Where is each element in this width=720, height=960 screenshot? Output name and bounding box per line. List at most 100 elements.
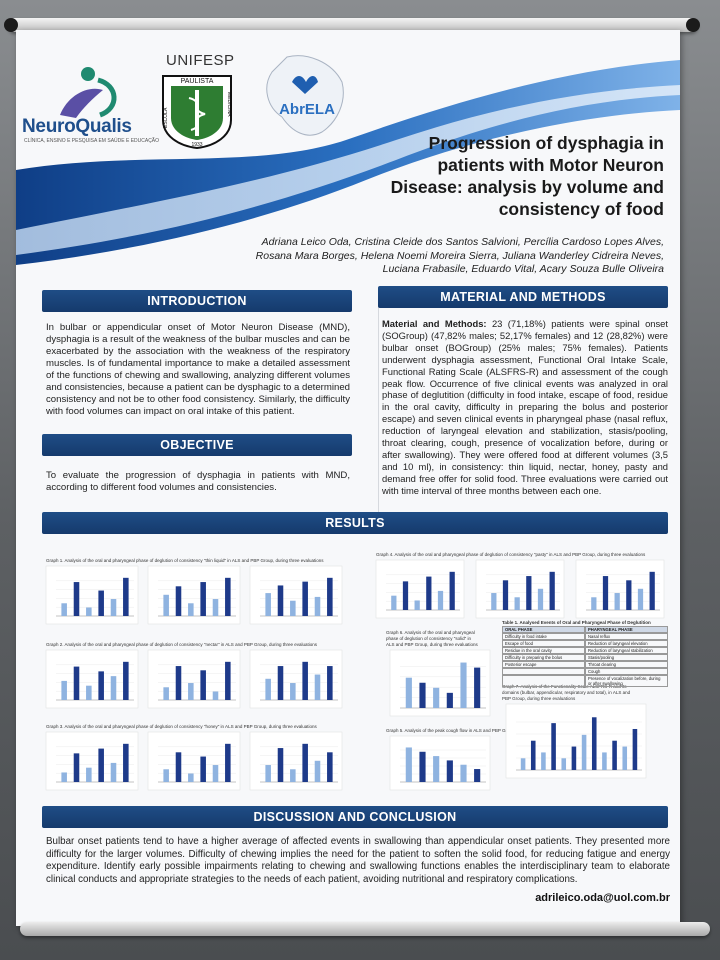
graph-bar bbox=[290, 769, 296, 782]
graph-frame bbox=[147, 649, 241, 709]
table-row: Residue in the oral cavity Reduction of l… bbox=[502, 647, 668, 654]
graph-bar bbox=[265, 678, 271, 700]
abrela-logo-icon: AbrELA bbox=[266, 55, 344, 136]
graph-bar bbox=[110, 762, 117, 782]
graph-bar bbox=[649, 571, 655, 610]
title-line: Progression of dysphagia in bbox=[428, 133, 664, 153]
graph-frame bbox=[45, 649, 139, 709]
graph-bar bbox=[98, 590, 104, 616]
graph-bar bbox=[200, 582, 206, 616]
graph-bar bbox=[571, 746, 577, 770]
graph-bar bbox=[73, 666, 80, 700]
graph6-caption-line: phase of deglution of consistency "solid… bbox=[386, 636, 471, 641]
graph-frame bbox=[249, 731, 343, 791]
graph-bar bbox=[175, 586, 182, 616]
graph-bar bbox=[433, 756, 440, 782]
graph-bar bbox=[561, 758, 567, 770]
column-divider bbox=[378, 292, 379, 512]
graph-bar bbox=[474, 769, 481, 782]
graph-frame bbox=[249, 649, 343, 709]
graph-frame bbox=[249, 565, 343, 625]
graph5-caption: Graph 5. Analysis of the peak cough flow… bbox=[386, 728, 566, 733]
methods-heading: MATERIAL AND METHODS bbox=[378, 286, 668, 308]
graph-bar bbox=[581, 734, 587, 770]
title-line: Disease: analysis by volume and bbox=[390, 177, 664, 197]
discussion-heading: DISCUSSION AND CONCLUSION bbox=[42, 806, 668, 828]
table-header-row: ORAL PHASE PHARYNGEAL PHASE bbox=[502, 626, 668, 633]
graph7-caption-line: domains (bulbar, appendicular, respirato… bbox=[502, 690, 631, 695]
graph-bar bbox=[327, 577, 333, 616]
graph-bar bbox=[391, 595, 397, 610]
table-row: Posterior escape Throat clearing bbox=[502, 661, 668, 668]
poster: NeuroQualis CLÍNICA, ENSINO E PESQUISA E… bbox=[16, 30, 680, 926]
graph-bar bbox=[86, 685, 92, 700]
graph-bar bbox=[110, 599, 117, 616]
graph-frame bbox=[375, 559, 465, 619]
title-line: patients with Motor Neuron bbox=[437, 155, 664, 175]
graph-bar bbox=[163, 769, 169, 782]
graph-bar bbox=[188, 603, 194, 616]
seal-top-text: PAULISTA bbox=[181, 78, 214, 85]
table-cell: Residue in the oral cavity bbox=[502, 647, 585, 654]
graph-bar bbox=[460, 662, 467, 708]
graph-bar bbox=[419, 682, 426, 708]
table-cell bbox=[502, 675, 585, 687]
graph-bar bbox=[123, 577, 129, 616]
graph-bar bbox=[632, 728, 638, 770]
table-cell: Difficulty in food intake bbox=[502, 633, 585, 640]
graph-bar bbox=[327, 752, 333, 782]
seal-left-text: ESCOLA bbox=[163, 107, 169, 128]
graph-bar bbox=[402, 581, 409, 610]
graph-frame bbox=[505, 703, 647, 779]
graph3-caption: Graph 3. Analysis of the oral and pharyn… bbox=[46, 724, 317, 729]
graph-bar bbox=[437, 590, 444, 610]
graph-bar bbox=[602, 752, 607, 770]
graph-bar bbox=[265, 765, 271, 782]
discussion-text: Bulbar onset patients tend to have a hig… bbox=[46, 836, 670, 885]
author-line: Rosana Mara Borges, Helena Noemi Moreira… bbox=[255, 249, 664, 262]
graph-frame bbox=[45, 731, 139, 791]
events-table: ORAL PHASE PHARYNGEAL PHASE Difficulty i… bbox=[502, 626, 668, 687]
rod-end-knob bbox=[4, 18, 18, 32]
graph-bar bbox=[123, 661, 129, 700]
graph-bar bbox=[188, 683, 194, 700]
graph-bar bbox=[622, 746, 628, 770]
table-header-cell: ORAL PHASE bbox=[502, 626, 585, 633]
author-list: Adriana Leico Oda, Cristina Cleide dos S… bbox=[194, 236, 664, 277]
graph-bar bbox=[290, 683, 296, 700]
table-cell: Reduction of laryngeal stabilization bbox=[585, 647, 668, 654]
graph4-caption: Graph 4. Analysis of the oral and pharyn… bbox=[376, 552, 646, 557]
graph-bar bbox=[314, 760, 321, 782]
abrela-name: AbrELA bbox=[279, 101, 335, 118]
results-heading: RESULTS bbox=[42, 512, 668, 534]
table-row: Cough bbox=[502, 668, 668, 675]
graph-bar bbox=[175, 752, 182, 782]
graph-bar bbox=[61, 772, 67, 782]
introduction-heading: INTRODUCTION bbox=[42, 290, 352, 312]
table-cell: Escape of food bbox=[502, 640, 585, 647]
neuroqualis-name: NeuroQualis bbox=[22, 116, 132, 137]
graph-bar bbox=[614, 593, 620, 610]
graph6-caption-line: Graph 6. Analysis of the oral and pharyn… bbox=[386, 630, 475, 635]
graph-bar bbox=[225, 577, 231, 616]
table1-caption: Table 1. Analysed Events of Oral and Pha… bbox=[502, 620, 651, 625]
neuroqualis-logo-icon bbox=[60, 67, 117, 118]
graph-bar bbox=[98, 671, 104, 700]
graph-bar bbox=[110, 676, 117, 700]
graph-bar bbox=[491, 593, 497, 610]
graph-bar bbox=[327, 666, 333, 700]
graph-bar bbox=[602, 576, 609, 610]
table-cell: Cough bbox=[585, 668, 668, 675]
graph-bar bbox=[419, 751, 426, 782]
methods-lead: Material and Methods: bbox=[382, 318, 487, 329]
poster-bottom-rod bbox=[20, 922, 710, 936]
graph-bar bbox=[314, 596, 321, 616]
author-line: Adriana Leico Oda, Cristina Cleide dos S… bbox=[261, 236, 664, 248]
graph-bar bbox=[449, 571, 455, 610]
graph-bar bbox=[163, 594, 169, 616]
graph-frame bbox=[475, 559, 565, 619]
graph-bar bbox=[474, 667, 481, 708]
graph-bar bbox=[188, 773, 194, 782]
graph-bar bbox=[175, 666, 182, 700]
graph-bar bbox=[405, 747, 412, 782]
